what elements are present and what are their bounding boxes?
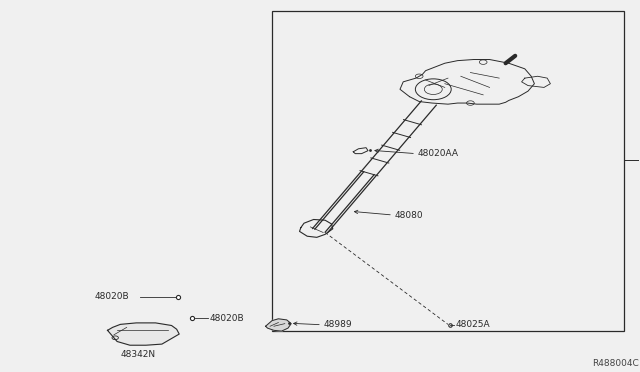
Text: 48020AA: 48020AA (418, 149, 459, 158)
Polygon shape (266, 319, 291, 331)
Text: 48020B: 48020B (95, 292, 129, 301)
Text: 48989: 48989 (324, 320, 353, 329)
Text: 48025A: 48025A (456, 320, 490, 329)
Text: 48020B: 48020B (210, 314, 244, 323)
Text: 48080: 48080 (395, 211, 424, 219)
Bar (272, 11, 624, 331)
Text: R488004C: R488004C (592, 359, 639, 368)
Polygon shape (108, 323, 179, 345)
Text: 48342N: 48342N (120, 350, 156, 359)
